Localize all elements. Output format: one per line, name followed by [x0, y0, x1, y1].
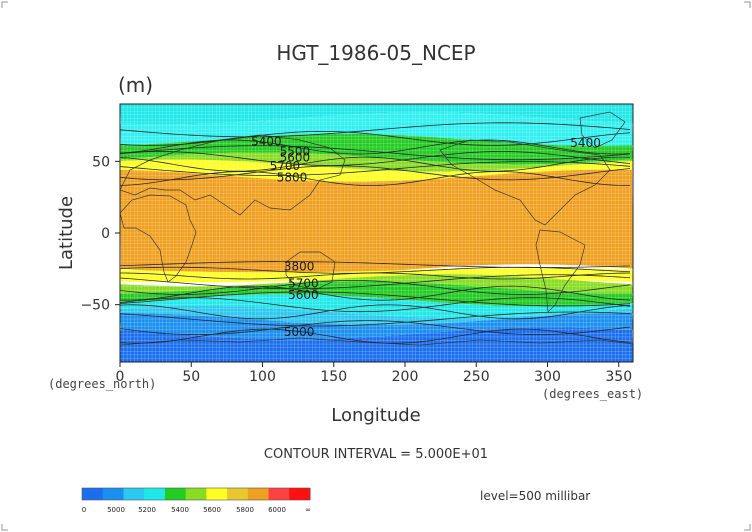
- contour-line: [120, 311, 631, 327]
- contour-label: 5600: [280, 150, 311, 164]
- x-tick-label: 200: [392, 369, 419, 385]
- contour-line: [120, 280, 631, 295]
- x-tick-label: 0: [116, 369, 125, 385]
- contour-label: 5000: [284, 325, 315, 339]
- color-band: [120, 112, 633, 146]
- top-fill: [120, 104, 633, 110]
- bottom-fill: [120, 352, 633, 362]
- y-tick-label: 50: [92, 154, 110, 170]
- color-band: [120, 169, 633, 277]
- contour-line: [120, 297, 631, 313]
- color-band: [120, 133, 633, 165]
- contour-line: [120, 272, 631, 280]
- contour-label: 5600: [288, 288, 319, 302]
- x-tick-label: 300: [534, 369, 561, 385]
- contour-line: [120, 131, 631, 146]
- colorbar-swatch: [247, 488, 270, 500]
- x-axis-label: Longitude: [331, 405, 421, 426]
- colorbar-swatch: [268, 488, 290, 500]
- contour-label: 5700: [288, 276, 319, 290]
- contour-line: [120, 151, 631, 166]
- contour-line: [120, 285, 631, 301]
- x-tick-label: 150: [320, 369, 347, 385]
- africa-coastline: [120, 194, 197, 283]
- colorbar-tick-label: 5000: [107, 506, 125, 514]
- contour-line: [120, 139, 631, 155]
- south-america-coastline: [535, 229, 586, 313]
- contour-label: 5500: [280, 145, 311, 159]
- color-band: [120, 152, 633, 172]
- colorbar-tick-label: 5800: [236, 506, 254, 514]
- contour-line: [120, 274, 631, 290]
- contour-label: 5700: [270, 159, 301, 173]
- x-tick-label: 50: [182, 369, 200, 385]
- colorbar-tick-label: 5600: [203, 506, 221, 514]
- x-tick-label: 100: [249, 369, 276, 385]
- colorbar-tick-label: 5200: [138, 506, 156, 514]
- contour-line: [120, 156, 631, 172]
- contour-line: [120, 165, 631, 181]
- contour-line: [120, 291, 631, 307]
- contour-label: 5400: [251, 135, 282, 149]
- color-band: [120, 305, 633, 325]
- colorbar-swatch: [102, 488, 124, 500]
- contour-label: 5400: [570, 136, 601, 150]
- colorbar-swatch: [144, 488, 166, 500]
- contour-label: 3800: [284, 259, 315, 273]
- colorbar-swatch: [123, 488, 145, 500]
- contour-line: [120, 304, 631, 320]
- contour-line: [120, 161, 631, 176]
- y-tick-label: −50: [80, 298, 110, 314]
- colorbar-swatch: [185, 488, 207, 500]
- contour-line: [120, 145, 631, 161]
- colorbar-swatch: [82, 488, 104, 500]
- contour-interval-text: CONTOUR INTERVAL = 5.000E+01: [264, 447, 488, 462]
- colorbar-tick-label: 5400: [171, 506, 189, 514]
- chart-title: HGT_1986-05_NCEP: [276, 41, 475, 65]
- colorbar-swatch: [164, 488, 187, 500]
- level-text: level=500 millibar: [480, 489, 590, 503]
- colorbar-swatch: [206, 488, 228, 500]
- colorbar: 0 5000 5200 5400 5600 5800 6000 ∞: [81, 487, 311, 514]
- north-america-coastline: [439, 139, 611, 226]
- australia-coastline: [285, 251, 336, 291]
- y-axis-label: Latitude: [56, 196, 77, 270]
- contour-line: [120, 328, 631, 344]
- x-tick-label: 350: [605, 369, 632, 385]
- contour-line: [120, 320, 631, 335]
- plot-area: 5400550056005700580054003800570056005000…: [80, 103, 634, 385]
- contour-label: 5800: [277, 170, 308, 184]
- x-unit-label: (degrees_east): [542, 387, 643, 401]
- colorbar-tick-label: 6000: [268, 506, 286, 514]
- color-band: [120, 313, 633, 340]
- contour-line: [120, 171, 631, 186]
- color-band: [120, 294, 633, 318]
- greenland-coastline: [579, 111, 626, 149]
- colorbar-tick-label: ∞: [305, 506, 311, 514]
- contour-line: [120, 122, 631, 138]
- colorbar-swatch: [227, 488, 249, 500]
- colorbar-tick-label: 0: [82, 506, 86, 514]
- x-tick-label: 250: [463, 369, 490, 385]
- colorbar-frame: [81, 487, 311, 501]
- units-label: (m): [118, 73, 153, 97]
- colorbar-swatch: [289, 488, 311, 500]
- y-unit-label: (degrees_north): [48, 377, 156, 391]
- y-tick-label: 0: [101, 226, 110, 242]
